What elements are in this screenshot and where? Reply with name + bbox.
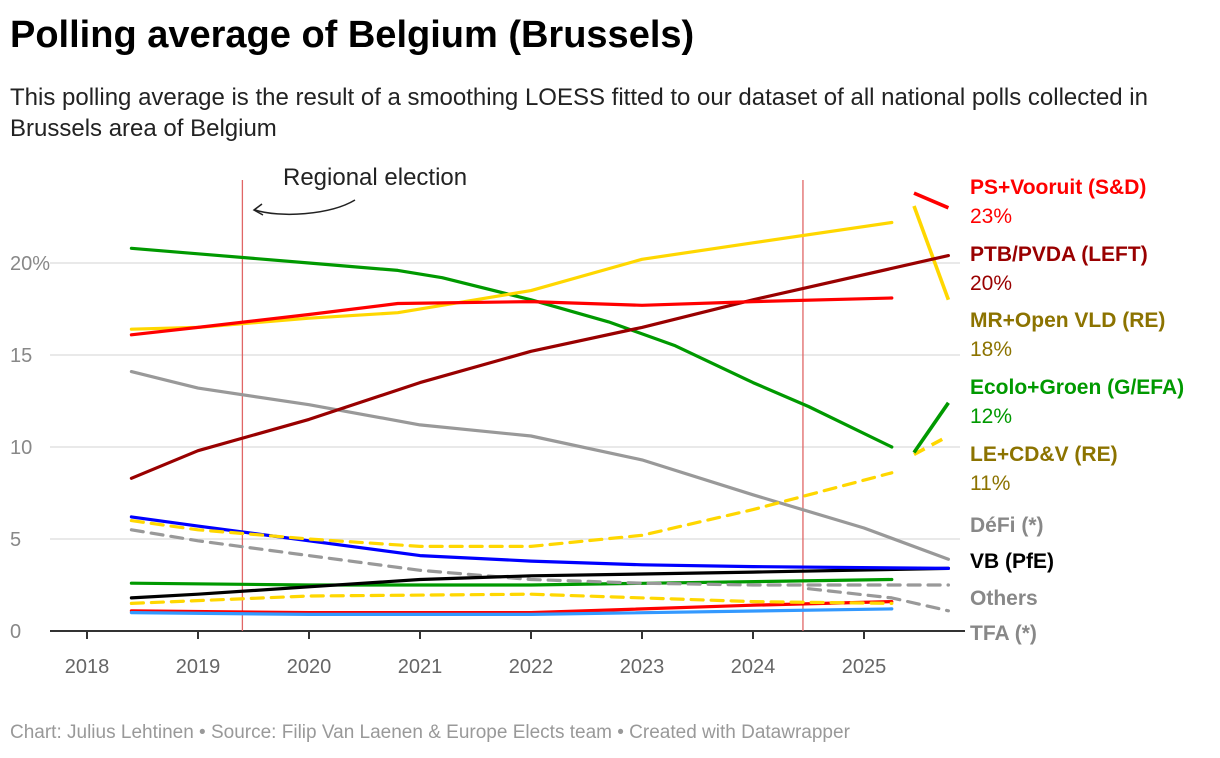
series-line <box>129 370 950 561</box>
series-line <box>129 471 894 548</box>
series-line <box>129 296 894 337</box>
arrow-head-icon <box>252 203 264 216</box>
series-label: TFA (*) <box>970 622 1037 645</box>
series-trend-segment <box>913 434 950 456</box>
series-label: VB (PfE) <box>970 550 1054 573</box>
series-value-label: 11% <box>970 472 1010 495</box>
x-tick-label: 2025 <box>842 656 887 678</box>
chart-footer: Chart: Julius Lehtinen • Source: Filip V… <box>10 722 850 743</box>
series-value-label: 18% <box>970 338 1012 361</box>
series-label: DéFi (*) <box>970 514 1044 537</box>
series-line <box>129 607 894 616</box>
series-label: Others <box>970 587 1038 610</box>
y-tick-label: 0 <box>10 621 21 643</box>
y-tick-label: 20% <box>10 253 50 275</box>
series-label: LE+CD&V (RE) <box>970 443 1118 466</box>
series-label: Ecolo+Groen (G/EFA) <box>970 376 1184 399</box>
series-line <box>129 515 950 570</box>
x-tick-label: 2024 <box>731 656 776 678</box>
series-line <box>129 577 894 587</box>
series-value-label: 12% <box>970 405 1012 428</box>
series-label: MR+Open VLD (RE) <box>970 309 1165 332</box>
x-tick-label: 2021 <box>398 656 443 678</box>
y-tick-label: 5 <box>10 529 21 551</box>
x-tick-label: 2018 <box>65 656 110 678</box>
series-line <box>129 600 894 615</box>
x-tick-label: 2023 <box>620 656 665 678</box>
series-trend-segment <box>913 191 950 210</box>
series-line <box>129 254 950 480</box>
series-label: PS+Vooruit (S&D) <box>970 176 1146 199</box>
series-line <box>129 566 950 600</box>
chart-title: Polling average of Belgium (Brussels) <box>10 14 695 56</box>
x-tick-label: 2022 <box>509 656 554 678</box>
series-line <box>806 587 950 613</box>
series-value-label: 23% <box>970 205 1012 228</box>
series-label: PTB/PVDA (LEFT) <box>970 243 1148 266</box>
series-value-label: 20% <box>970 272 1012 295</box>
annotation-arrow <box>254 199 356 216</box>
annotation-text: Regional election <box>283 164 467 191</box>
series-trend-segment <box>912 401 950 454</box>
series-trend-segment <box>912 205 951 301</box>
series-line <box>129 592 894 605</box>
chart-subtitle: This polling average is the result of a … <box>10 84 1148 142</box>
y-tick-label: 10 <box>10 437 32 459</box>
series-line <box>129 246 894 449</box>
y-tick-label: 15 <box>10 345 32 367</box>
series-line <box>129 528 950 587</box>
series-line <box>129 220 894 331</box>
x-tick-label: 2020 <box>287 656 332 678</box>
x-tick-label: 2019 <box>176 656 221 678</box>
